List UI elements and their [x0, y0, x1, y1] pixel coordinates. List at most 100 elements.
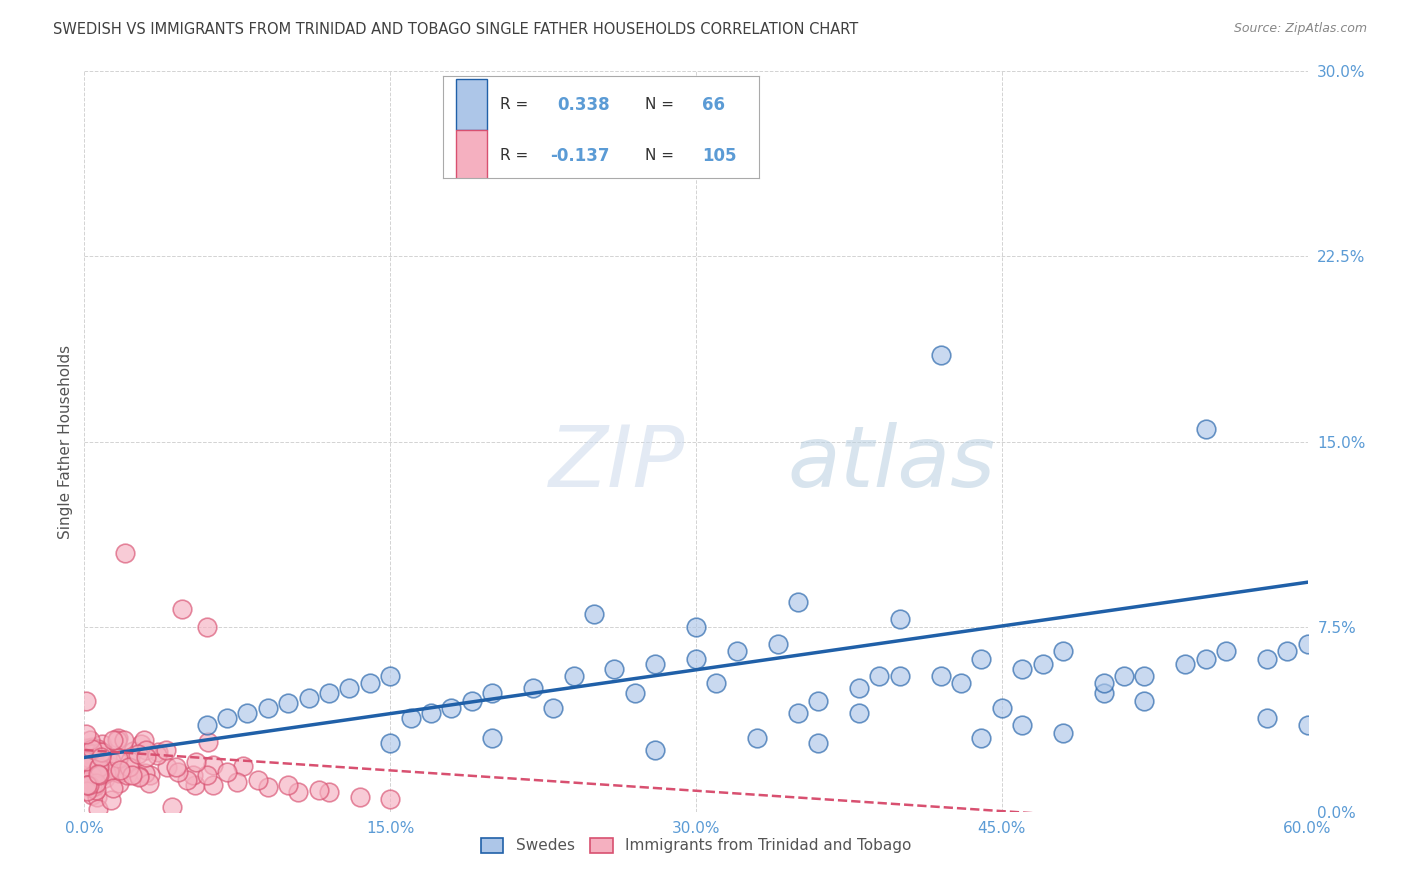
Point: [82, 756, 104, 770]
Point: [90, 745, 112, 759]
Point: [80, 747, 103, 761]
Point: [135, 750, 157, 764]
Point: [82, 742, 104, 756]
Point: [75, 754, 97, 768]
Text: N =: N =: [645, 97, 679, 112]
Point: [128, 747, 150, 762]
Point: [725, 644, 748, 658]
Point: [1011, 718, 1033, 732]
Point: [75, 694, 97, 708]
Point: [86, 742, 108, 756]
Text: ZIP: ZIP: [550, 422, 686, 505]
Text: 0.338: 0.338: [557, 95, 609, 113]
Text: Source: ZipAtlas.com: Source: ZipAtlas.com: [1233, 22, 1367, 36]
Point: [1256, 651, 1278, 665]
Point: [129, 738, 152, 752]
Point: [84, 783, 107, 797]
Point: [77, 751, 100, 765]
Point: [80, 789, 103, 803]
Point: [1032, 657, 1054, 671]
Point: [77, 754, 100, 768]
Point: [929, 669, 952, 683]
Point: [121, 767, 143, 781]
Point: [138, 775, 160, 789]
Point: [991, 701, 1014, 715]
Point: [380, 669, 402, 683]
Text: SWEDISH VS IMMIGRANTS FROM TRINIDAD AND TOBAGO SINGLE FATHER HOUSEHOLDS CORRELAT: SWEDISH VS IMMIGRANTS FROM TRINIDAD AND …: [53, 22, 859, 37]
Point: [787, 706, 810, 720]
Point: [82, 762, 104, 776]
Point: [685, 619, 707, 633]
Point: [257, 780, 280, 794]
Point: [1092, 676, 1115, 690]
Point: [1052, 644, 1074, 658]
Point: [1011, 662, 1033, 676]
Point: [195, 619, 218, 633]
Point: [929, 348, 952, 362]
Point: [461, 694, 484, 708]
Point: [889, 669, 911, 683]
Point: [76, 778, 98, 792]
Point: [79, 762, 101, 776]
Point: [950, 676, 973, 690]
Y-axis label: Single Father Households: Single Father Households: [58, 344, 73, 539]
Point: [121, 744, 143, 758]
Point: [766, 637, 789, 651]
Point: [87, 767, 110, 781]
Point: [75, 756, 97, 771]
Point: [1133, 694, 1156, 708]
Point: [1296, 718, 1319, 732]
Point: [184, 778, 207, 792]
Point: [201, 779, 224, 793]
Point: [162, 800, 184, 814]
Point: [172, 602, 194, 616]
Point: [970, 651, 993, 665]
Text: 105: 105: [703, 147, 737, 165]
Point: [76, 784, 98, 798]
Legend: Swedes, Immigrants from Trinidad and Tobago: Swedes, Immigrants from Trinidad and Tob…: [474, 831, 918, 860]
Point: [79, 732, 101, 747]
Point: [135, 743, 157, 757]
Point: [889, 612, 911, 626]
Point: [1195, 651, 1218, 665]
Point: [543, 701, 565, 715]
Point: [100, 754, 122, 768]
Point: [685, 102, 707, 116]
Point: [90, 749, 112, 764]
Text: 66: 66: [703, 95, 725, 113]
Point: [869, 669, 891, 683]
Point: [77, 778, 100, 792]
Point: [318, 785, 340, 799]
Point: [1256, 711, 1278, 725]
Point: [79, 746, 101, 760]
Point: [118, 754, 141, 768]
Point: [195, 767, 218, 781]
Point: [87, 761, 110, 775]
Point: [257, 701, 280, 715]
Point: [339, 681, 361, 696]
Point: [807, 736, 830, 750]
Point: [112, 732, 135, 747]
Point: [232, 758, 254, 772]
Point: [318, 686, 340, 700]
Point: [583, 607, 606, 622]
Point: [522, 681, 544, 696]
Point: [1277, 644, 1299, 658]
Point: [644, 743, 666, 757]
Point: [1052, 725, 1074, 739]
Point: [86, 802, 108, 816]
Point: [155, 743, 177, 757]
Point: [80, 780, 103, 794]
Text: R =: R =: [501, 97, 533, 112]
Point: [167, 765, 190, 780]
Point: [186, 756, 208, 770]
Point: [96, 750, 118, 764]
Point: [848, 706, 870, 720]
Point: [103, 781, 125, 796]
Point: [105, 733, 128, 747]
Point: [970, 731, 993, 745]
Point: [107, 751, 129, 765]
Point: [787, 595, 810, 609]
Point: [380, 792, 402, 806]
Point: [108, 764, 131, 778]
